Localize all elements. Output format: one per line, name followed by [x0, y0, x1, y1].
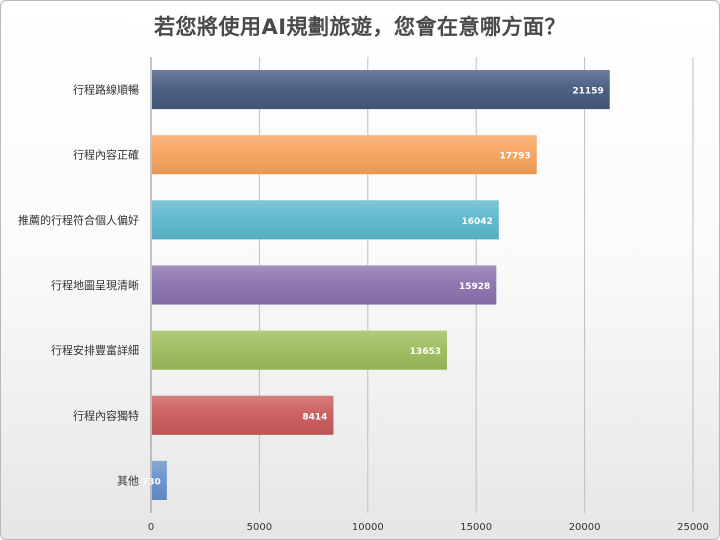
- data-label: 21159: [572, 87, 603, 97]
- bar-highlight: [152, 265, 497, 305]
- data-label: 15928: [459, 282, 490, 292]
- data-label: 730: [142, 477, 161, 487]
- labels: 0 5000 10000 15000 20000 25000 行程路線順暢 21159 行程內容…: [18, 83, 709, 533]
- data-label: 16042: [461, 217, 492, 227]
- x-tick-label: 25000: [677, 522, 709, 533]
- bar-highlight: [152, 395, 334, 435]
- category-label: 行程內容正確: [73, 148, 139, 162]
- bar-highlight: [152, 70, 610, 110]
- bar-highlight: [152, 460, 167, 500]
- x-tick-label: 10000: [352, 522, 384, 533]
- data-label: 17793: [499, 152, 530, 162]
- bar-highlight: [152, 135, 537, 175]
- category-label: 行程路線順暢: [73, 83, 139, 97]
- x-tick-label: 15000: [460, 522, 492, 533]
- category-label: 推薦的行程符合個人偏好: [18, 213, 139, 227]
- bar-highlight: [152, 330, 447, 370]
- x-tick-label: 5000: [247, 522, 272, 533]
- x-tick-label: 0: [148, 522, 154, 533]
- x-tick-label: 20000: [569, 522, 601, 533]
- category-label: 其他: [117, 474, 139, 487]
- category-label: 行程安排豐富詳細: [51, 343, 139, 357]
- bars: [152, 70, 610, 500]
- chart-title: 若您將使用AI規劃旅遊，您會在意哪方面？: [153, 15, 567, 39]
- bar-highlight: [152, 200, 499, 240]
- category-label: 行程內容獨特: [73, 408, 139, 422]
- data-label: 13653: [410, 347, 441, 357]
- data-label: 8414: [302, 412, 327, 422]
- category-label: 行程地圖呈現清晰: [51, 279, 139, 292]
